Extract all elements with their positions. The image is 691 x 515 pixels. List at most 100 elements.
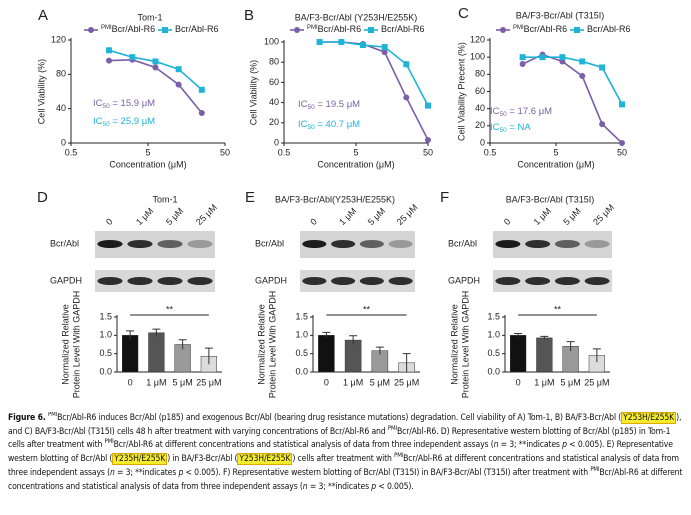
chart-title: Tom-1 [137, 12, 162, 22]
ic50-annotation: IC50 = 17.6 μM [490, 106, 552, 118]
y-tick-label: 0 [274, 137, 279, 147]
fit-line [319, 41, 429, 107]
y-tick-label: 120 [470, 34, 485, 44]
ic50-annotation: IC50 = NA [490, 122, 531, 134]
caption-segment: n [493, 440, 499, 451]
blot-band [302, 277, 327, 285]
x-tick-label: 5 μM [561, 377, 581, 387]
data-point [403, 61, 410, 68]
legend-marker [574, 27, 580, 33]
y-tick-label: 0.5 [487, 348, 500, 358]
y-axis-label: Normalized Relative [256, 304, 266, 385]
x-tick-label: 0 [128, 377, 133, 387]
data-point [559, 54, 566, 61]
y-tick-label: 40 [475, 103, 485, 113]
data-point [539, 54, 546, 61]
chart-title: BA/F3-Bcr/Abl(Y253H/E255K) [275, 194, 395, 204]
data-point [619, 101, 625, 108]
caption-segment: p [178, 467, 184, 478]
legend-prefix: PMI [101, 25, 112, 31]
bar [536, 337, 553, 373]
data-point [152, 64, 159, 71]
blot-row-label: GAPDH [448, 275, 480, 285]
data-point [381, 44, 388, 51]
bar [318, 335, 335, 373]
caption-segment: n [302, 481, 308, 492]
bar [510, 335, 527, 373]
y-tick-label: 80 [475, 69, 485, 79]
caption-segment: < 0.005). [376, 481, 414, 492]
panel-letter: E [245, 189, 255, 206]
blot-band [187, 277, 213, 285]
data-point [198, 109, 205, 116]
blot-row-label: Bcr/Abl [255, 238, 284, 248]
data-point [599, 64, 606, 71]
data-point [579, 73, 586, 80]
y-tick-label: 40 [269, 97, 279, 107]
x-tick-label: 50 [423, 147, 433, 157]
ic50-rest: = 25.9 μM [110, 116, 155, 127]
data-point [519, 61, 526, 68]
legend-name: Bcr/Abl-R6 [587, 24, 631, 34]
error-bar [204, 347, 213, 365]
ic50-text: IC [490, 122, 500, 133]
caption-segment: PMI [394, 452, 404, 460]
ic50-annotation: IC50 = 25.9 μM [93, 116, 155, 128]
caption-segment: = 3; **indicates [498, 440, 563, 451]
y-tick-label: 1.0 [295, 330, 308, 340]
error-bar [566, 341, 575, 352]
x-tick-label: 25 μM [584, 377, 609, 387]
caption-segment: Bcr/Abl-R6 at different concentrations a… [113, 440, 494, 451]
y-tick-label: 1.5 [99, 311, 112, 321]
lane-label: 5 μM [366, 206, 387, 227]
error-bar [540, 335, 549, 340]
data-point [106, 57, 113, 64]
panel-letter: B [244, 7, 254, 24]
y-axis-label: Protein Level With GAPDH [460, 291, 470, 399]
x-axis-label: Concentration (μM) [517, 159, 594, 169]
legend-prefix: PMI [307, 25, 318, 31]
y-tick-label: 0.0 [99, 366, 112, 376]
x-tick-label: 0.5 [65, 147, 78, 157]
data-point [129, 54, 136, 61]
error-bar [152, 328, 161, 337]
blot-band [388, 277, 413, 285]
ic50-rest: = NA [507, 122, 532, 133]
legend-name: Bcr/Abl-R6 [381, 24, 425, 34]
significance-label: ** [554, 304, 562, 314]
bar [344, 339, 362, 373]
ic50-text: IC [93, 98, 103, 109]
legend-label: Bcr/Abl-R6 [175, 24, 219, 34]
blot-background [95, 270, 215, 292]
y-tick-label: 0.0 [487, 366, 500, 376]
lane-label: 5 μM [164, 206, 185, 227]
caption-segment: PMI [48, 412, 58, 419]
data-point [316, 39, 323, 45]
caption-segment: < 0.005). E) Representative western blot… [8, 440, 673, 465]
blot-row-label: Bcr/Abl [448, 238, 477, 248]
blot-band [554, 240, 580, 248]
data-point [403, 94, 410, 101]
chart-title: Tom-1 [152, 194, 177, 204]
error-bar [126, 330, 135, 340]
legend-marker [162, 27, 168, 33]
ic50-annotation: IC50 = 40.7 μM [298, 119, 360, 131]
data-point [359, 42, 366, 49]
blot-band [127, 240, 153, 248]
x-tick-label: 5 [145, 147, 150, 157]
caption-segment: p [371, 481, 377, 492]
ic50-rest: = 17.6 μM [507, 106, 552, 117]
caption-segment: PMI [387, 424, 397, 432]
error-bar [349, 335, 358, 345]
figure-caption: Figure 6. PMIBcr/Abl-R6 induces Bcr/Abl … [8, 412, 684, 513]
caption-segment: ) cells after treatment with [292, 454, 395, 465]
legend-label: Bcr/Abl-R6 [381, 24, 425, 34]
blot-row-label: GAPDH [255, 275, 287, 285]
ic50-sub: 50 [308, 104, 316, 111]
x-tick-label: 5 μM [370, 377, 390, 387]
caption-segment: Bcr/Abl-R6 at different concentrations a… [8, 454, 679, 478]
x-tick-label: 1 μM [146, 377, 166, 387]
ic50-sub: 50 [500, 111, 508, 118]
y-tick-label: 80 [269, 57, 279, 67]
ic50-sub: 50 [500, 127, 508, 134]
